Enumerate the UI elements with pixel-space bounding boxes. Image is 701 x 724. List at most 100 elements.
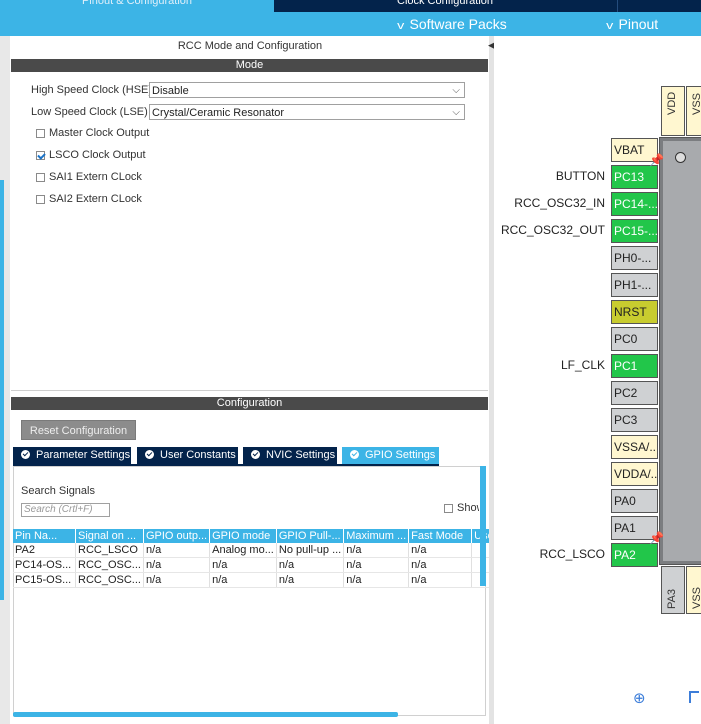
table-cell: n/a [408, 557, 473, 573]
table-cell: RCC_OSC... [75, 557, 144, 573]
vertical-scrollbar[interactable] [480, 466, 486, 586]
panel-divider[interactable] [11, 390, 488, 391]
table-cell: PC15-OS... [13, 572, 76, 588]
lsco-clock-output-checkbox[interactable] [36, 151, 45, 160]
chip-pin[interactable]: PC3 [611, 408, 658, 432]
column-header[interactable]: Fast Mode [408, 529, 473, 543]
chip-pin[interactable]: NRST [611, 300, 658, 324]
table-cell: n/a [408, 572, 473, 588]
show-checkbox[interactable] [444, 504, 453, 513]
left-categories-strip [0, 36, 10, 724]
chip-pin[interactable]: PC2 [611, 381, 658, 405]
check-circle-icon [350, 450, 359, 459]
collapse-arrow-icon[interactable]: ◀ [488, 40, 495, 50]
check-circle-icon [145, 450, 154, 459]
sai2-extern-clock-checkbox[interactable] [36, 195, 45, 204]
chevron-down-icon: ⌵ [452, 85, 460, 96]
column-header[interactable]: Pin Na... [13, 529, 76, 543]
lsco-clock-output-label: LSCO Clock Output [49, 149, 146, 161]
chip-bottom-pin[interactable]: VSS [686, 566, 701, 614]
chip-pin[interactable]: VBAT [611, 138, 658, 162]
pin-signal-label: RCC_OSC32_IN [514, 196, 605, 210]
tab-pinout-configuration[interactable]: Pinout & Configuration [0, 0, 274, 12]
table-cell: n/a [343, 543, 410, 558]
chip-pin[interactable]: PC14-... [611, 192, 658, 216]
reset-configuration-button[interactable]: Reset Configuration [21, 420, 136, 440]
tab-nvic-settings[interactable]: NVIC Settings [243, 447, 337, 464]
chip-top-pin[interactable]: VDD [661, 86, 685, 136]
pin-signal-label: RCC_OSC32_OUT [500, 223, 605, 237]
chip-pin[interactable]: VSSA/... [611, 435, 658, 459]
chip-pin[interactable]: PC0 [611, 327, 658, 351]
table-row[interactable]: PC14-OS... RCC_OSC... n/a n/a n/a n/a n/… [13, 557, 502, 573]
chevron-down-icon: ⌵ [452, 107, 460, 118]
master-clock-output-checkbox[interactable] [36, 129, 45, 138]
configuration-header: Configuration [11, 397, 488, 410]
software-packs-label: Software Packs [409, 16, 507, 32]
lse-select[interactable]: Crystal/Ceramic Resonator ⌵ [149, 104, 465, 120]
software-packs-menu[interactable]: v Software Packs [397, 12, 507, 36]
table-cell: n/a [143, 572, 211, 588]
table-cell: PA2 [13, 543, 76, 558]
tab-underline [13, 464, 439, 466]
pin-signal-label: LF_CLK [560, 358, 605, 372]
zoom-in-icon[interactable]: ⊕ [633, 690, 646, 707]
hse-value: Disable [152, 85, 189, 97]
tab-gpio-settings[interactable]: GPIO Settings [342, 447, 439, 464]
table-cell: n/a [343, 572, 410, 588]
tab-user-constants[interactable]: User Constants [137, 447, 238, 464]
tab-label: User Constants [160, 449, 236, 461]
splitter-bar[interactable] [489, 36, 494, 724]
column-header[interactable]: Maximum ... [343, 529, 410, 543]
tab-project-manager[interactable] [617, 0, 701, 12]
search-signals-input[interactable]: Search (Crtl+F) [21, 503, 110, 517]
chip-pin[interactable]: PH1-... [611, 273, 658, 297]
pinout-menu[interactable]: v Pinout [606, 12, 658, 36]
hse-select[interactable]: Disable ⌵ [149, 82, 465, 98]
chip-top-pin[interactable]: VSS [686, 86, 701, 136]
pin-name: VSS [691, 586, 701, 609]
table-cell: PC14-OS... [13, 557, 76, 573]
table-cell: RCC_LSCO [75, 543, 144, 558]
tab-clock-configuration[interactable]: Clock Configuration [276, 0, 614, 12]
chip-pin[interactable]: PC15-... [611, 219, 658, 243]
chip-bottom-pin[interactable]: PA3 [661, 566, 685, 614]
chip-pin[interactable]: PA1 [611, 516, 658, 540]
chip-pin[interactable]: PC13 [611, 165, 658, 189]
chip-pin[interactable]: PC1 [611, 354, 658, 378]
check-circle-icon [21, 450, 30, 459]
column-header[interactable]: GPIO outp... [143, 529, 211, 543]
table-cell: n/a [143, 543, 211, 558]
pin-signal-label: RCC_LSCO [539, 547, 605, 561]
chip-pin[interactable]: VDDA/... [611, 462, 658, 486]
table-cell: n/a [276, 557, 345, 573]
sub-menu-bar [0, 12, 701, 36]
tab-parameter-settings[interactable]: Parameter Settings [13, 447, 131, 464]
fit-view-icon[interactable] [689, 691, 699, 703]
tab-label: NVIC Settings [266, 449, 336, 461]
chip-pin[interactable]: PA0 [611, 489, 658, 513]
pushpin-icon: 📌 [649, 153, 664, 167]
tab-label: Parameter Settings [36, 449, 131, 461]
pin-name: VDD [666, 91, 678, 115]
horizontal-scrollbar[interactable] [13, 712, 398, 717]
table-cell: n/a [209, 572, 277, 588]
chevron-down-icon: v [606, 20, 614, 32]
chip-pin[interactable]: PH0-... [611, 246, 658, 270]
chip-pin[interactable]: PA2 [611, 543, 658, 567]
column-header[interactable]: GPIO mode [209, 529, 277, 543]
column-header[interactable]: Signal on ... [75, 529, 144, 543]
sai1-extern-clock-label: SAI1 Extern CLock [49, 171, 142, 183]
pin-name: PA3 [666, 589, 678, 609]
panel-title: RCC Mode and Configuration [177, 40, 323, 52]
pushpin-icon: 📌 [649, 531, 664, 545]
table-cell: Analog mo... [209, 543, 277, 558]
left-strip-scroll-indicator[interactable] [0, 180, 4, 600]
table-row[interactable]: PA2 RCC_LSCO n/a Analog mo... No pull-up… [13, 543, 502, 558]
column-header[interactable]: GPIO Pull-... [276, 529, 345, 543]
table-cell: n/a [408, 543, 473, 558]
table-row[interactable]: PC15-OS... RCC_OSC... n/a n/a n/a n/a n/… [13, 572, 502, 588]
table-cell: n/a [343, 557, 410, 573]
sai1-extern-clock-checkbox[interactable] [36, 173, 45, 182]
mcu-chip-inner [663, 141, 701, 561]
